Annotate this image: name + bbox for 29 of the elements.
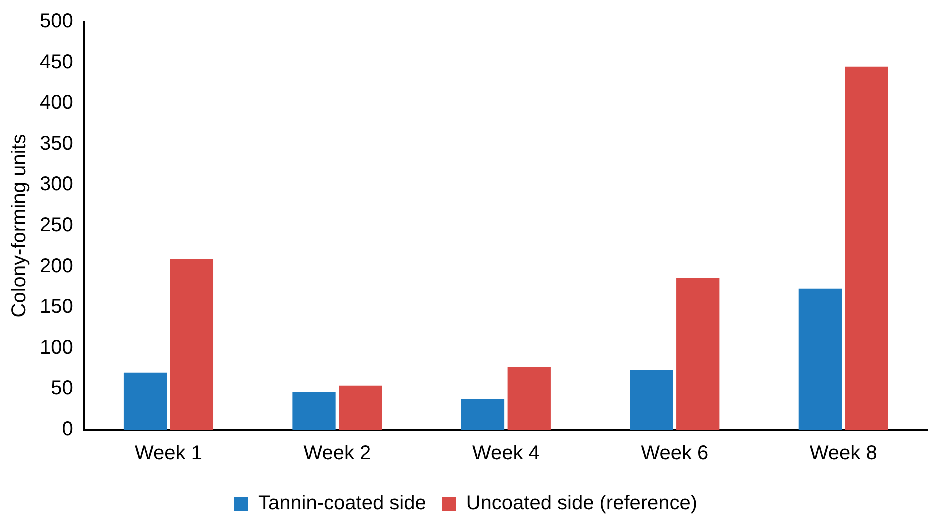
x-tick-label: Week 1	[135, 442, 202, 465]
bar	[508, 367, 551, 430]
y-tick-label: 400	[40, 92, 74, 114]
bar	[676, 278, 720, 430]
y-tick-label: 500	[40, 10, 74, 33]
y-tick-label: 250	[40, 214, 74, 237]
x-tick-label: Week 2	[304, 442, 372, 465]
y-tick-label: 50	[51, 378, 74, 400]
y-tick-label: 450	[40, 51, 74, 74]
y-axis-title: Colony-forming units	[8, 134, 31, 318]
x-tick-label: Week 8	[810, 442, 878, 465]
bar	[461, 398, 505, 430]
y-tick-label: 200	[40, 255, 74, 278]
y-tick-label: 300	[40, 174, 74, 196]
y-tick-label: 350	[40, 132, 74, 155]
x-tick-label: Week 6	[641, 442, 709, 465]
bar	[798, 288, 842, 430]
bar	[170, 259, 214, 430]
bar	[630, 370, 674, 430]
y-tick-label: 100	[40, 336, 74, 359]
x-tick-label: Week 4	[472, 442, 540, 465]
legend-label: Uncoated side (reference)	[466, 492, 698, 515]
bar	[845, 66, 888, 430]
bar	[124, 372, 168, 430]
y-tick-label: 0	[62, 418, 74, 441]
y-tick-label: 150	[40, 296, 74, 318]
legend-label: Tannin-coated side	[258, 492, 426, 515]
bar	[339, 386, 382, 430]
bar	[292, 392, 336, 430]
